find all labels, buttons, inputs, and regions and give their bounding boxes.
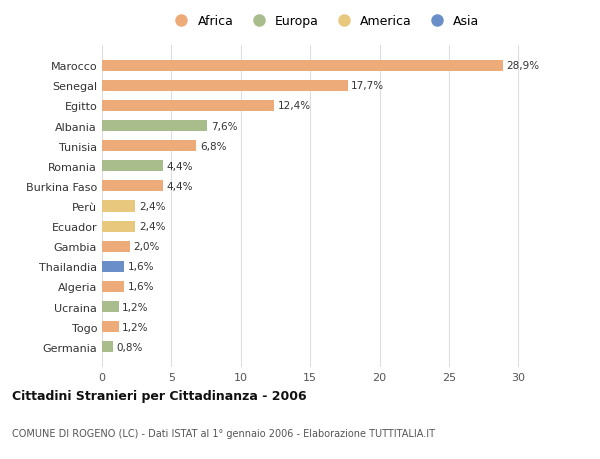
Bar (102, 181, 163, 192)
Text: 4,4%: 4,4% (167, 181, 193, 191)
Text: 7,6%: 7,6% (211, 121, 238, 131)
Text: Cittadini Stranieri per Cittadinanza - 2006: Cittadini Stranieri per Cittadinanza - 2… (12, 389, 307, 403)
Text: 12,4%: 12,4% (278, 101, 311, 111)
Text: 6,8%: 6,8% (200, 141, 226, 151)
Text: 2,0%: 2,0% (133, 242, 160, 252)
Text: 4,4%: 4,4% (167, 162, 193, 171)
Text: 1,6%: 1,6% (128, 262, 154, 272)
Bar (102, 321, 119, 332)
Text: 17,7%: 17,7% (351, 81, 384, 91)
Text: 1,6%: 1,6% (128, 282, 154, 292)
Text: 1,2%: 1,2% (122, 302, 149, 312)
Bar (102, 261, 124, 272)
Bar (102, 302, 119, 313)
Bar (102, 161, 163, 172)
Bar (102, 121, 208, 132)
Text: 0,8%: 0,8% (116, 342, 143, 352)
Text: COMUNE DI ROGENO (LC) - Dati ISTAT al 1° gennaio 2006 - Elaborazione TUTTITALIA.: COMUNE DI ROGENO (LC) - Dati ISTAT al 1°… (12, 428, 435, 438)
Bar (102, 81, 347, 92)
Text: 2,4%: 2,4% (139, 202, 165, 212)
Bar (102, 281, 124, 292)
Bar (102, 101, 274, 112)
Bar (102, 141, 196, 152)
Bar (102, 61, 503, 72)
Bar (102, 341, 113, 353)
Bar (102, 201, 136, 212)
Bar (102, 241, 130, 252)
Text: 1,2%: 1,2% (122, 322, 149, 332)
Text: 28,9%: 28,9% (506, 61, 539, 71)
Bar (102, 221, 136, 232)
Text: 2,4%: 2,4% (139, 222, 165, 232)
Legend: Africa, Europa, America, Asia: Africa, Europa, America, Asia (164, 10, 484, 33)
